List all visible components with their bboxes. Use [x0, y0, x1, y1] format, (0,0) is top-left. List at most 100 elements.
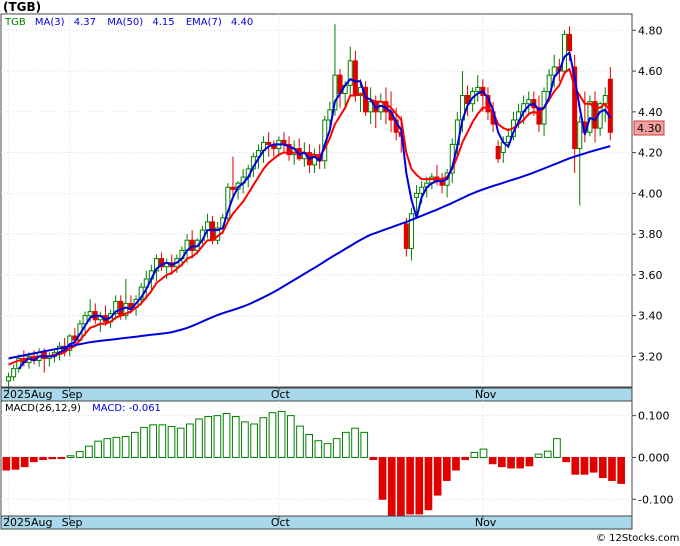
candle-down: [266, 132, 272, 157]
candle-up: [414, 185, 420, 214]
macd-bar-negative: [562, 456, 570, 463]
candle-up: [587, 95, 593, 137]
macd-bar-negative: [488, 456, 497, 465]
macd-bar-positive: [204, 415, 213, 458]
candle-body: [189, 239, 195, 251]
candle-body: [414, 192, 420, 198]
macd-bar-positive: [176, 427, 185, 458]
macd-date-axis-band: [0, 515, 633, 530]
price-date-axis-band: [0, 387, 633, 402]
legend-macd-value: -0.061: [129, 403, 161, 414]
macd-y-tick-label: -0.100: [638, 493, 673, 506]
candle-up: [6, 372, 12, 387]
candle-body: [159, 258, 165, 268]
macd-y-tick-label: 0.100: [638, 410, 670, 423]
macd-bar-positive: [286, 415, 295, 458]
candle-body: [128, 302, 134, 309]
candle-down: [230, 156, 236, 198]
candle-up: [82, 311, 88, 337]
candle-body: [607, 78, 613, 133]
macd-bar-positive: [75, 451, 84, 458]
macd-x-tick-label: Oct: [271, 516, 291, 529]
macd-bar-positive: [296, 425, 304, 458]
macd-bar-positive: [314, 440, 323, 458]
series-line-ema7: [8, 68, 612, 366]
candle-body: [572, 66, 578, 150]
macd-bar-positive: [195, 418, 203, 458]
indicator-lines: [8, 51, 612, 370]
candle-body: [408, 213, 414, 249]
macd-y-tick-label: 0.000: [638, 451, 670, 464]
candle-body: [526, 99, 532, 105]
legend-ma50-value: 4.15: [152, 17, 174, 28]
macd-bar-positive: [66, 455, 75, 458]
macd-bar-negative: [387, 456, 396, 517]
watermark: © 12Stocks.com: [596, 533, 679, 544]
legend-ema7-value: 4.40: [231, 17, 253, 28]
candle-body: [465, 95, 471, 105]
macd-bar-negative: [598, 456, 607, 479]
candle-up: [577, 115, 583, 206]
macd-bar-positive: [94, 440, 102, 458]
macd-bar-negative: [571, 456, 580, 475]
candle-body: [536, 107, 542, 125]
macd-bar-negative: [452, 456, 460, 471]
macd-bar-positive: [342, 431, 350, 458]
macd-bar-negative: [516, 456, 525, 469]
macd-bar-positive: [305, 433, 313, 458]
macd-bar-positive: [85, 445, 93, 458]
candle-body: [363, 86, 369, 113]
macd-bar-negative: [498, 456, 506, 468]
candle-down: [465, 85, 471, 116]
macd-bar-negative: [442, 456, 451, 481]
candle-body: [255, 150, 261, 158]
chart-title: (TGB): [3, 0, 41, 14]
macd-x-axis: 2025Aug Sep Oct Nov: [3, 516, 497, 529]
candle-body: [87, 311, 93, 317]
macd-bar-positive: [277, 410, 286, 458]
macd-bar-positive: [534, 453, 543, 458]
price-x-axis: 2025Aug Sep Oct Nov: [3, 388, 497, 401]
candle-up: [526, 91, 532, 116]
candle-down: [403, 217, 409, 257]
macd-bar-negative: [617, 456, 626, 484]
candle-body: [567, 33, 573, 52]
candle-body: [347, 60, 353, 86]
macd-bar-positive: [213, 415, 222, 458]
macd-bar-negative: [39, 456, 47, 461]
candle-up: [561, 30, 567, 76]
macd-bar-positive: [268, 412, 277, 458]
candle-body: [475, 86, 481, 92]
candle-down: [495, 140, 501, 163]
macd-bar-negative: [378, 456, 387, 500]
price-x-tick-label: Oct: [271, 388, 291, 401]
legend-macd-label: MACD:: [92, 403, 125, 414]
legend-macd-params: MACD(26,12,9): [5, 403, 81, 414]
macd-bar-positive: [543, 450, 552, 458]
macd-bar-positive: [167, 426, 176, 458]
macd-bar-negative: [48, 456, 57, 460]
macd-bar-negative: [20, 456, 29, 468]
macd-panel: [0, 400, 633, 517]
macd-bar-positive: [158, 424, 167, 458]
candle-body: [551, 66, 557, 76]
candle-body: [357, 86, 363, 97]
candle-body: [602, 95, 608, 105]
candle-body: [230, 186, 236, 190]
macd-x-tick-label: 2025Aug: [3, 516, 52, 529]
macd-bar-positive: [553, 438, 561, 458]
candle-up: [225, 183, 231, 222]
macd-bar-negative: [580, 456, 589, 475]
macd-bar-negative: [608, 456, 616, 481]
candle-up: [113, 295, 119, 320]
series-line-ma50: [8, 145, 611, 360]
candle-body: [546, 74, 552, 92]
macd-bar-positive: [259, 417, 268, 458]
macd-bar-negative: [30, 456, 38, 463]
macd-bar-positive: [222, 413, 231, 458]
candle-up: [475, 75, 481, 102]
macd-bar-positive: [351, 427, 359, 458]
candle-body: [332, 74, 338, 111]
